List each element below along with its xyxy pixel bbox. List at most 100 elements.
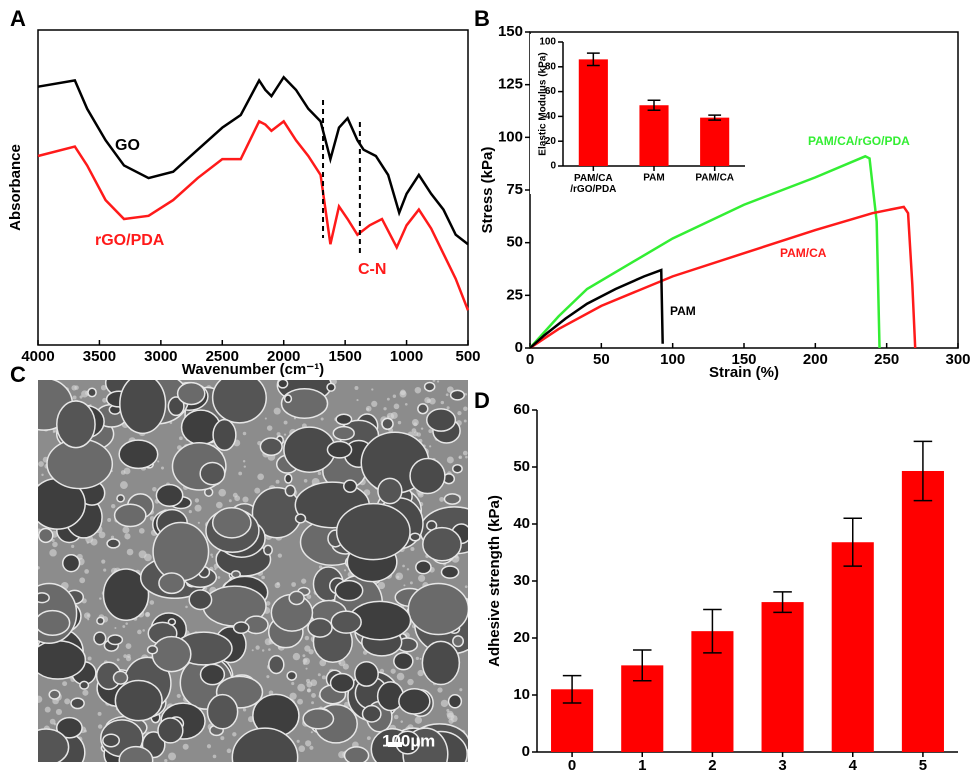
sem-speck	[232, 732, 236, 736]
sem-pore	[303, 709, 333, 729]
sem-speck	[266, 675, 269, 678]
sem-pore	[39, 529, 53, 543]
sem-speck	[254, 488, 260, 494]
sem-speck	[244, 465, 246, 467]
sem-pore	[71, 698, 84, 708]
line-series	[38, 121, 468, 310]
y-tick-label: 75	[506, 181, 523, 198]
sem-speck	[168, 752, 176, 760]
line-series	[38, 77, 468, 244]
sem-speck	[211, 556, 213, 558]
sem-speck	[301, 579, 306, 584]
sem-speck	[152, 487, 156, 491]
sem-speck	[35, 696, 42, 703]
sem-speck	[383, 407, 386, 410]
sem-pore	[331, 674, 354, 693]
sem-speck	[446, 393, 449, 396]
sem-speck	[189, 510, 192, 513]
sem-speck	[62, 681, 67, 686]
sem-speck	[120, 481, 128, 489]
bar	[700, 118, 729, 166]
sem-speck	[397, 673, 405, 681]
sem-speck	[459, 688, 462, 691]
sem-speck	[257, 473, 264, 480]
sem-speck	[107, 518, 111, 522]
x-axis-label: Wavenumber (cm⁻¹)	[182, 361, 324, 378]
series-label: GO	[115, 137, 140, 154]
sem-speck	[216, 502, 223, 509]
sem-speck	[391, 669, 396, 674]
sem-speck	[45, 707, 51, 713]
sem-speck	[268, 648, 271, 651]
sem-speck	[429, 398, 436, 405]
sem-speck	[394, 404, 400, 410]
sem-pore	[285, 485, 295, 496]
sem-speck	[213, 755, 217, 759]
sem-pore	[378, 478, 402, 503]
sem-pore	[117, 495, 124, 502]
sem-speck	[87, 614, 90, 617]
y-tick-label: 40	[513, 515, 530, 532]
sem-speck	[73, 396, 77, 400]
x-tick-label: PAM	[643, 173, 664, 184]
x-tick-label: PAM/CA	[695, 173, 734, 184]
sem-speck	[387, 398, 390, 401]
y-tick-label: 50	[506, 234, 523, 251]
sem-speck	[157, 460, 159, 462]
y-tick-label: 0	[522, 743, 530, 760]
x-tick-label: 3	[778, 757, 786, 774]
sem-speck	[276, 480, 280, 484]
sem-speck	[229, 499, 232, 502]
x-tick-label: 5	[919, 757, 927, 774]
sem-speck	[305, 636, 309, 640]
x-tick-label: 200	[803, 351, 828, 368]
sem-speck	[311, 701, 314, 704]
sem-pore	[336, 414, 351, 424]
sem-speck	[164, 759, 167, 762]
sem-speck	[122, 526, 129, 533]
sem-pore	[115, 680, 162, 720]
sem-pore	[289, 591, 304, 604]
x-tick-label: 0	[526, 351, 534, 368]
sem-speck	[410, 581, 413, 584]
y-tick-label: 0	[550, 161, 556, 172]
sem-pore	[120, 374, 166, 433]
x-axis-label: Strain (%)	[709, 364, 779, 381]
sem-pore	[113, 671, 127, 684]
sem-speck	[391, 412, 398, 419]
sem-pore	[285, 474, 292, 483]
sem-pore	[382, 418, 393, 429]
sem-pore	[260, 438, 282, 455]
sem-pore	[207, 695, 237, 729]
x-tick-label: 300	[945, 351, 970, 368]
sem-pore	[344, 480, 357, 492]
sem-speck	[428, 429, 432, 433]
sem-speck	[395, 572, 403, 580]
sem-speck	[318, 472, 321, 475]
sem-pore	[408, 583, 468, 634]
sem-speck	[291, 582, 296, 587]
sem-speck	[252, 649, 254, 651]
sem-speck	[98, 712, 102, 716]
sem-speck	[464, 420, 467, 423]
sem-speck	[242, 496, 248, 502]
sem-speck	[356, 399, 358, 401]
sem-speck	[111, 504, 115, 508]
sem-pore	[152, 637, 191, 672]
x-tick-label: 2	[708, 757, 716, 774]
bar	[639, 105, 668, 166]
sem-pore	[427, 409, 456, 431]
x-tick-label: 3000	[144, 348, 177, 365]
sem-speck	[410, 547, 414, 551]
sem-speck	[255, 645, 259, 649]
sem-pore	[178, 383, 205, 405]
sem-speck	[54, 723, 57, 726]
sem-speck	[441, 401, 444, 404]
sem-speck	[64, 698, 70, 704]
sem-speck	[195, 505, 202, 512]
sem-speck	[210, 553, 213, 556]
series-label: PAM/CA	[780, 246, 827, 260]
sem-pore	[200, 462, 225, 484]
sem-pore	[30, 641, 85, 679]
sem-speck	[183, 744, 189, 750]
